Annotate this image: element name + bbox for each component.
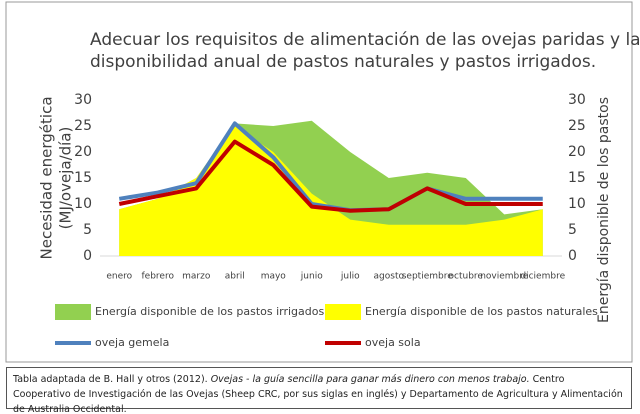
x-tick-label: octubre xyxy=(449,272,484,282)
y2-tick-label: 25 xyxy=(568,118,586,134)
x-tick-label: abril xyxy=(225,272,245,282)
x-tick-label: diciembre xyxy=(520,272,565,282)
legend-label: Energía disponible de los pastos natural… xyxy=(365,305,598,318)
x-tick-label: mayo xyxy=(261,272,287,282)
y-axis-label: (MJ/oveja/día) xyxy=(57,127,75,230)
y-tick-label: 5 xyxy=(83,222,92,238)
legend-label: oveja sola xyxy=(365,336,421,349)
x-tick-label: septiembre xyxy=(402,272,453,282)
legend-label: Energía disponible de los pastos irrigad… xyxy=(95,305,324,318)
y2-tick-label: 5 xyxy=(568,222,577,238)
x-tick-label: enero xyxy=(106,272,132,282)
legend-label: oveja gemela xyxy=(95,336,169,349)
y2-tick-label: 15 xyxy=(568,170,586,186)
caption-text: Tabla adaptada de B. Hall y otros (2012)… xyxy=(13,374,211,385)
legend-swatch xyxy=(55,304,91,320)
x-tick-label: noviembre xyxy=(480,272,529,282)
line xyxy=(118,139,543,213)
chart-title: disponibilidad anual de pastos naturales… xyxy=(90,52,596,72)
y2-tick-label: 30 xyxy=(568,92,586,108)
x-tick-label: julio xyxy=(340,272,360,282)
y-tick-label: 15 xyxy=(74,170,92,186)
y-tick-label: 20 xyxy=(74,144,92,160)
caption-title: Ovejas - la guía sencilla para ganar más… xyxy=(210,374,530,385)
y2-tick-label: 20 xyxy=(568,144,586,160)
x-tick-label: agosto xyxy=(374,272,405,282)
y-axis-label: Necesidad energética xyxy=(38,96,56,259)
legend-swatch xyxy=(325,304,361,320)
y-tick-label: 0 xyxy=(83,248,92,264)
area xyxy=(119,126,543,256)
y2-tick-label: 0 xyxy=(568,248,577,264)
caption-text: Centro Cooperativo de Investigación de l… xyxy=(13,374,623,414)
y2-axis-label: Energía disponible de los pastos xyxy=(596,97,612,323)
x-tick-label: junio xyxy=(300,272,323,282)
y-tick-label: 25 xyxy=(74,118,92,134)
caption: Tabla adaptada de B. Hall y otros (2012)… xyxy=(6,367,632,414)
x-tick-label: febrero xyxy=(142,272,175,282)
chart: Adecuar los requisitos de alimentación d… xyxy=(5,1,640,363)
x-tick-label: marzo xyxy=(182,272,211,282)
y-tick-label: 10 xyxy=(74,196,92,212)
y-tick-label: 30 xyxy=(74,92,92,108)
y2-tick-label: 10 xyxy=(568,196,586,212)
chart-title: Adecuar los requisitos de alimentación d… xyxy=(90,30,640,50)
